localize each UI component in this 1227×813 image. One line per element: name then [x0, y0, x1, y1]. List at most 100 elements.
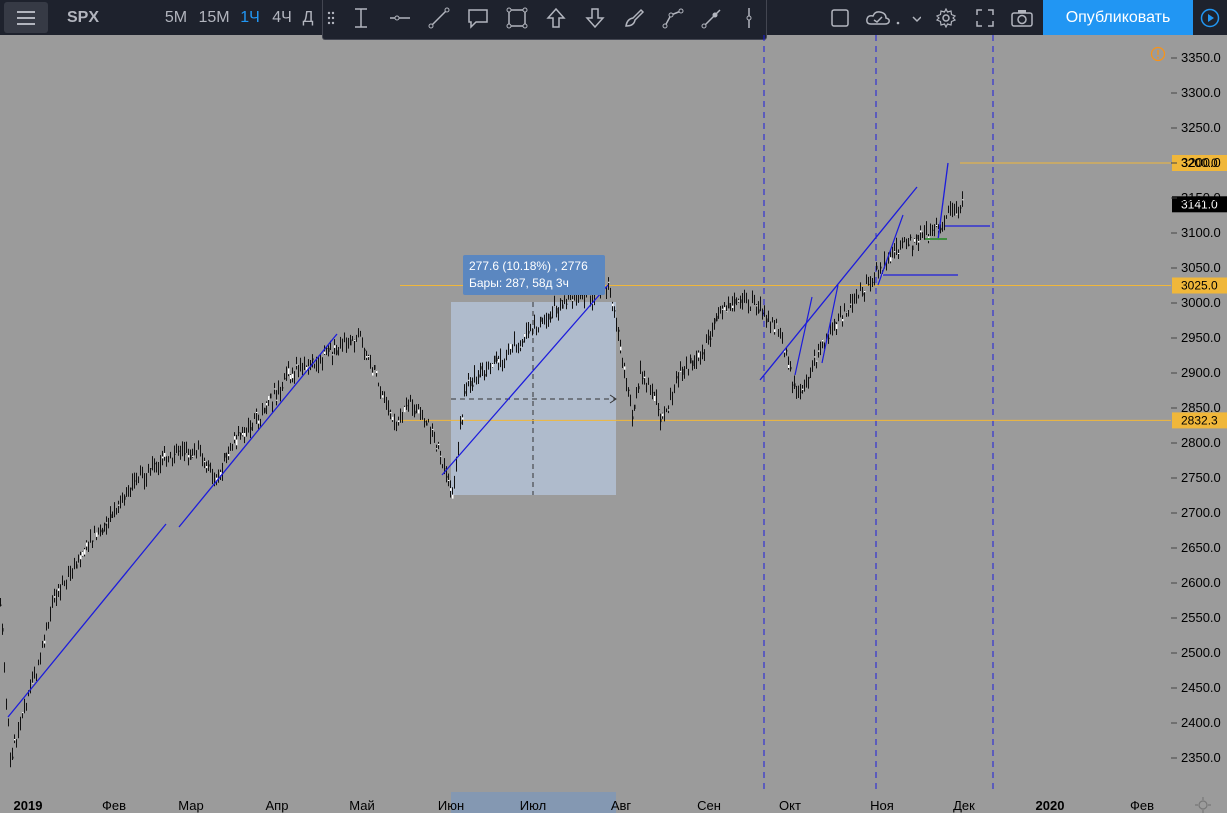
- arrow-down-icon[interactable]: [575, 0, 614, 35]
- cloud-save-icon[interactable]: [863, 0, 923, 35]
- callout-icon[interactable]: [458, 0, 497, 35]
- candle-body: [682, 369, 684, 375]
- candle-body: [276, 399, 278, 401]
- timeframe-d[interactable]: Д: [302, 8, 314, 26]
- candle-body: [816, 360, 818, 362]
- candle-body: [436, 448, 438, 450]
- candle-body: [492, 363, 494, 368]
- settings-gear-icon[interactable]: [930, 0, 962, 35]
- candle-body: [528, 330, 530, 334]
- candle-body: [270, 393, 272, 399]
- candle-body: [548, 313, 550, 320]
- publish-button[interactable]: Опубликовать: [1043, 0, 1193, 35]
- alert-warning-icon[interactable]: [1150, 46, 1166, 62]
- candle-body: [612, 303, 614, 307]
- candle-body: [814, 356, 816, 358]
- candle-body: [440, 455, 442, 457]
- x-tick-label: 2020: [1036, 798, 1065, 813]
- symbol-search[interactable]: SPX: [66, 8, 99, 26]
- x-tick-label: Окт: [779, 798, 801, 813]
- grip-icon[interactable]: [323, 0, 339, 35]
- candle-body: [106, 522, 108, 524]
- x-tick-label: 2019: [14, 798, 43, 813]
- candle-body: [572, 299, 574, 301]
- candle-body: [560, 299, 562, 302]
- candle-body: [448, 479, 450, 481]
- candle-body: [462, 417, 464, 420]
- candle-body: [472, 384, 474, 387]
- y-tick-label: 3350.0: [1181, 50, 1221, 65]
- candle-body: [556, 307, 558, 314]
- candle-body: [890, 257, 892, 262]
- candle-body: [776, 323, 778, 325]
- candle-body: [962, 199, 964, 201]
- candle-body: [296, 364, 298, 366]
- candle-body: [916, 234, 918, 240]
- candle-body: [220, 472, 222, 476]
- measure-change-text: 277.6 (10.18%) , 2776: [469, 259, 588, 273]
- candle-body: [786, 350, 788, 352]
- candle-body: [676, 376, 678, 379]
- timeframe-5m[interactable]: 5М: [164, 8, 188, 26]
- ray-icon[interactable]: [692, 0, 731, 35]
- timeframe-1h[interactable]: 1Ч: [240, 8, 260, 26]
- x-tick-label: Фев: [1130, 798, 1154, 813]
- candle-body: [802, 388, 804, 390]
- candle-body: [850, 303, 852, 305]
- trend-line-icon[interactable]: [419, 0, 458, 35]
- candle-body: [244, 432, 246, 437]
- candle-body: [898, 252, 900, 254]
- candle-body: [484, 373, 486, 377]
- rectangle-icon[interactable]: [497, 0, 536, 35]
- timeframe-15m[interactable]: 15М: [198, 8, 230, 26]
- camera-icon[interactable]: [1006, 0, 1038, 35]
- candle-body: [792, 384, 794, 386]
- candle-body: [82, 551, 84, 556]
- horizontal-line-icon[interactable]: [380, 0, 419, 35]
- y-tick-label: 3300.0: [1181, 85, 1221, 100]
- candle-body: [470, 380, 472, 387]
- candle-body: [0, 604, 2, 606]
- brush-icon[interactable]: [614, 0, 653, 35]
- menu-icon[interactable]: [4, 2, 48, 33]
- vertical-line-icon[interactable]: [731, 0, 766, 35]
- candle-body: [722, 308, 724, 310]
- compare-icon[interactable]: [825, 0, 855, 35]
- candle-body: [268, 396, 270, 400]
- timeframe-4h[interactable]: 4Ч: [272, 8, 292, 26]
- fullscreen-icon[interactable]: [970, 0, 1000, 35]
- price-chart[interactable]: 3200.0 3025.0 2832.3 3141.0 3350.0 3300.0 325…: [0, 35, 1227, 813]
- candle-body: [794, 383, 796, 387]
- candle-body: [414, 410, 416, 415]
- candle-body: [266, 402, 268, 406]
- candle-body: [204, 461, 206, 463]
- y-tick-label: 2800.0: [1181, 435, 1221, 450]
- candle-body: [864, 290, 866, 293]
- candle-body: [292, 373, 294, 379]
- play-icon[interactable]: [1193, 0, 1227, 35]
- cross-line-icon[interactable]: [341, 0, 380, 35]
- candle-body: [390, 412, 392, 414]
- price-axis[interactable]: 3350.0 3300.0 3250.0 3200.0 3150.0 3100.0 3050…: [1171, 50, 1221, 765]
- axis-settings-icon[interactable]: [1195, 797, 1211, 813]
- candle-body: [432, 428, 434, 430]
- candle-body: [460, 421, 462, 425]
- x-tick-label: Фев: [102, 798, 126, 813]
- candle-body: [880, 266, 882, 269]
- candle-body: [424, 421, 426, 423]
- x-tick-label: Ноя: [870, 798, 894, 813]
- candle-body: [762, 312, 764, 315]
- y-tick-label: 2450.0: [1181, 680, 1221, 695]
- arrow-up-icon[interactable]: [536, 0, 575, 35]
- candle-body: [382, 395, 384, 398]
- candle-body: [822, 339, 824, 342]
- candle-body: [702, 352, 704, 355]
- candle-body: [662, 413, 664, 417]
- candle-body: [236, 439, 238, 446]
- candle-body: [274, 388, 276, 390]
- time-axis[interactable]: 2019 Фев Мар Апр Май Июн Июл Авг Сен Окт Ноя Дек 202…: [14, 798, 1155, 813]
- candle-body: [936, 224, 938, 226]
- candle-body: [80, 555, 82, 560]
- candle-body: [336, 350, 338, 355]
- path-icon[interactable]: [653, 0, 692, 35]
